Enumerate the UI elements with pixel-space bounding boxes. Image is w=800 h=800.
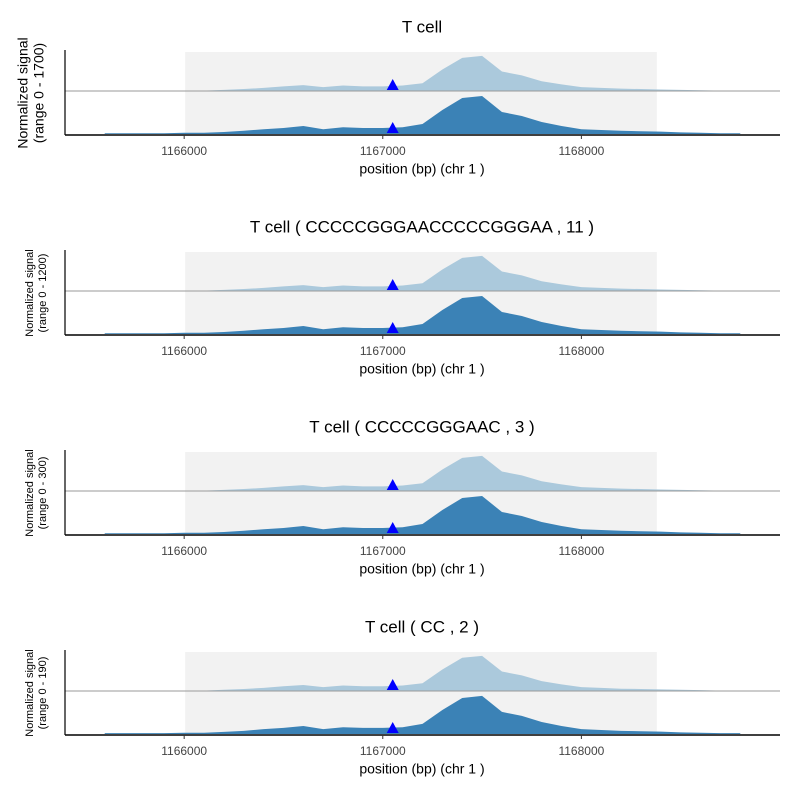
position-marker <box>386 279 399 290</box>
highlight-region <box>185 252 657 334</box>
position-marker <box>386 122 399 133</box>
y-axis-label: (range 0 - 1700) <box>31 43 47 143</box>
x-tick-label: 1168000 <box>558 144 604 158</box>
position-marker <box>386 479 399 490</box>
signal-area <box>104 695 741 734</box>
signal-area <box>104 55 741 91</box>
y-axis-label: Normalized signal <box>15 37 31 148</box>
x-tick-label: 1168000 <box>558 544 604 558</box>
x-tick-label: 1167000 <box>360 744 406 758</box>
x-tick-label: 1167000 <box>360 344 406 358</box>
y-axis-label: Normalized signal <box>24 449 36 536</box>
position-marker <box>386 322 399 333</box>
panel-title: T cell <box>402 17 442 36</box>
signal-area <box>104 96 741 134</box>
x-tick-label: 1168000 <box>558 344 604 358</box>
panel: T cell ( CCCCCGGGAAC , 3 ) Normalized sig… <box>24 417 780 577</box>
panel: T cell ( CC , 2 ) Normalized signal (range… <box>24 617 780 777</box>
position-marker <box>386 722 399 733</box>
x-tick-label: 1166000 <box>161 144 207 158</box>
y-axis-label: Normalized signal <box>24 249 36 336</box>
x-tick-label: 1168000 <box>558 744 604 758</box>
highlight-region <box>185 52 657 134</box>
signal-area <box>104 496 741 534</box>
x-axis-label: position (bp) (chr 1 ) <box>359 761 484 777</box>
panel-title: T cell ( CC , 2 ) <box>365 617 479 636</box>
highlight-region <box>185 652 657 734</box>
signal-area <box>104 255 741 291</box>
panel-title: T cell ( CCCCCGGGAAC , 3 ) <box>309 417 534 436</box>
panel: T cell Normalized signal (range 0 - 1700) 1… <box>15 17 780 177</box>
x-axis-label: position (bp) (chr 1 ) <box>359 561 484 577</box>
x-tick-label: 1167000 <box>360 144 406 158</box>
y-axis-label: (range 0 - 300) <box>37 457 49 530</box>
panel: T cell ( CCCCCGGGAACCCCCGGGAA , 11 ) Norm… <box>24 217 780 377</box>
y-axis-label: (range 0 - 190) <box>37 657 49 730</box>
panel-title: T cell ( CCCCCGGGAACCCCCGGGAA , 11 ) <box>250 217 594 236</box>
highlight-region <box>185 452 657 534</box>
x-axis-label: position (bp) (chr 1 ) <box>359 161 484 177</box>
signal-area <box>104 655 741 691</box>
position-marker <box>386 522 399 533</box>
position-marker <box>386 679 399 690</box>
y-axis-label: (range 0 - 1200) <box>37 254 49 333</box>
x-axis-label: position (bp) (chr 1 ) <box>359 361 484 377</box>
x-tick-label: 1166000 <box>161 544 207 558</box>
position-marker <box>386 79 399 90</box>
x-tick-label: 1167000 <box>360 544 406 558</box>
x-tick-label: 1166000 <box>161 344 207 358</box>
y-axis-label: Normalized signal <box>24 649 36 736</box>
signal-area <box>104 296 741 334</box>
x-tick-label: 1166000 <box>161 744 207 758</box>
signal-area <box>104 455 741 491</box>
